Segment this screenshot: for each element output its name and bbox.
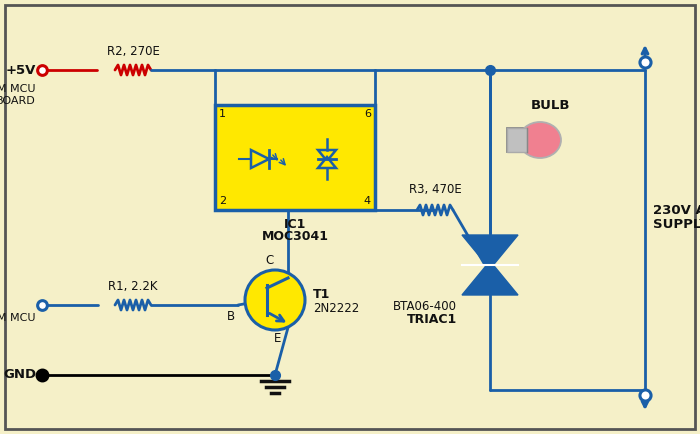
Text: BULB: BULB [531, 99, 570, 112]
Text: FROM MCU: FROM MCU [0, 84, 36, 94]
Text: C: C [266, 254, 274, 267]
Text: 1: 1 [219, 109, 226, 119]
Text: R2, 270E: R2, 270E [106, 45, 160, 58]
Polygon shape [318, 150, 336, 161]
Text: GND: GND [3, 368, 36, 381]
Circle shape [245, 270, 305, 330]
Text: 2: 2 [219, 196, 226, 206]
Text: 2N2222: 2N2222 [313, 302, 359, 315]
Text: 230V AC: 230V AC [653, 204, 700, 217]
Text: R1, 2.2K: R1, 2.2K [108, 280, 158, 293]
Text: E: E [274, 332, 281, 345]
Text: BTA06-400: BTA06-400 [393, 300, 457, 313]
Text: TRIAC1: TRIAC1 [407, 313, 457, 326]
Polygon shape [251, 150, 269, 168]
Text: MOC3041: MOC3041 [262, 230, 328, 243]
Text: B: B [227, 310, 235, 323]
Bar [507, 128, 527, 152]
Text: FROM MCU: FROM MCU [0, 313, 36, 323]
Polygon shape [318, 157, 336, 168]
Text: BOARD: BOARD [0, 96, 36, 106]
Text: R3, 470E: R3, 470E [409, 183, 461, 196]
Text: 6: 6 [364, 109, 371, 119]
Text: 4: 4 [364, 196, 371, 206]
Text: +5V: +5V [6, 63, 36, 76]
Bar [507, 128, 529, 152]
Text: IC1: IC1 [284, 218, 306, 231]
Text: T1: T1 [313, 287, 330, 300]
Polygon shape [462, 235, 518, 269]
Polygon shape [462, 261, 518, 295]
Text: SUPPLY: SUPPLY [653, 218, 700, 231]
Ellipse shape [519, 122, 561, 158]
Bar [215, 105, 375, 210]
